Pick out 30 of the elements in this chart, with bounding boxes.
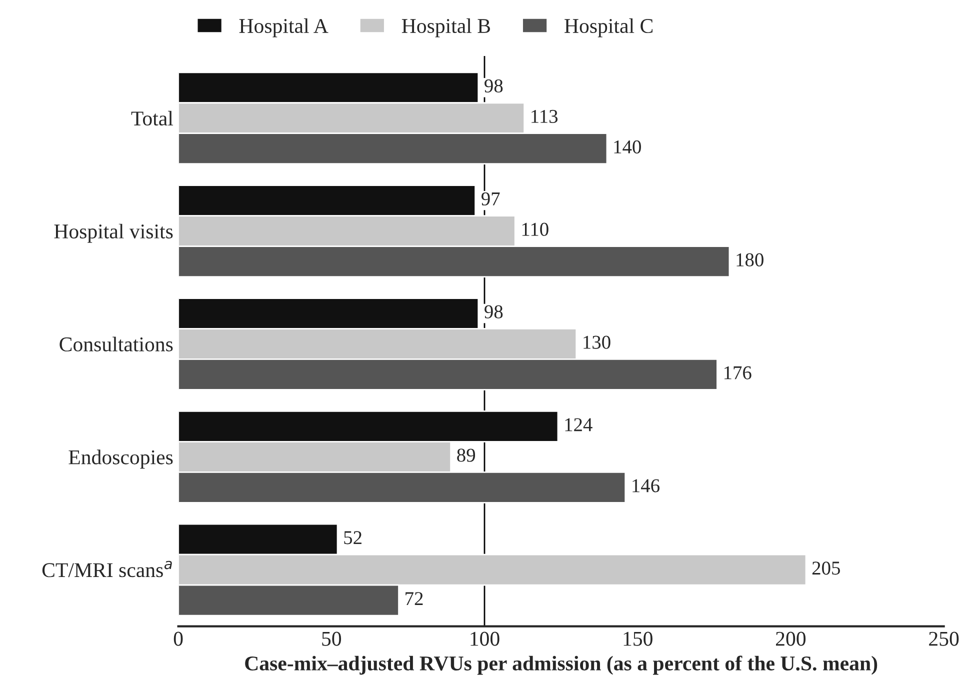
x-tick-label: 0 [174,632,183,646]
data-label: 89 [457,448,476,462]
y-tick-label: CT/MRI scans$^{a}$ [42,560,172,578]
data-label: 180 [736,253,764,266]
data-label: 98 [484,305,503,318]
x-tick-label: 150 [624,632,652,646]
legend-label: Hospital B [402,18,490,38]
data-label: 130 [584,336,610,349]
data-label: 52 [344,531,362,544]
x-tick-label: 200 [776,632,806,646]
data-label: 72 [406,592,423,606]
data-label: 97 [481,192,500,206]
y-tick-label: Endoscopies [68,450,173,469]
data-label: 113 [532,110,558,123]
y-tick-label: Hospital visits [54,224,173,243]
data-label: 176 [724,366,752,380]
data-label: 110 [522,222,548,236]
data-label: 124 [565,418,592,432]
x-tick-label: 100 [470,632,500,646]
x-tick-label: 250 [929,632,959,646]
y-tick-label: Total [131,110,174,126]
x-tick-label: 50 [322,632,342,646]
legend-label: Hospital A [239,18,328,38]
y-tick-label: Consultations [60,336,173,352]
data-label: 205 [812,562,840,575]
data-label: 146 [632,479,660,492]
legend-label: Hospital C [564,18,653,38]
x-axis-title: Case-mix–adjusted RVUs per admission (as a percent of the U.S. mean) [245,656,878,675]
data-label: 98 [484,79,503,92]
data-label: 140 [614,140,641,154]
